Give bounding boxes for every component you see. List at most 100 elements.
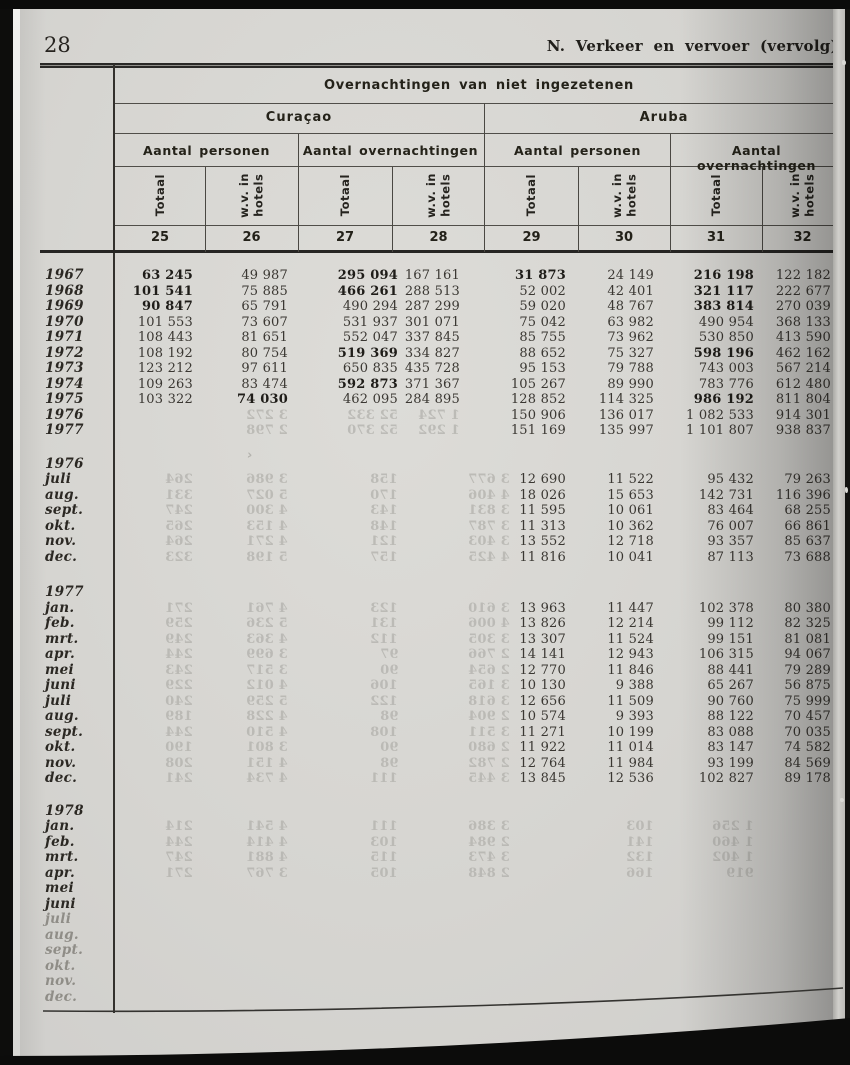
row-label: 1973 — [45, 360, 84, 376]
paper-background — [13, 9, 845, 1059]
table-cell — [400, 959, 462, 975]
bleedthrough-text: 3 610 — [468, 600, 510, 616]
row-label: 1967 — [45, 267, 84, 283]
table-cell: 244 — [115, 835, 195, 851]
table-cell: 4 406 18 026 — [462, 488, 568, 504]
cell-value: 371 367 — [404, 376, 460, 392]
table-title: Overnachtingen van niet ingezetenen — [324, 78, 634, 93]
table-cell — [656, 457, 756, 473]
cell-value: 56 875 — [784, 678, 831, 693]
table-cell: 103 — [568, 819, 656, 835]
cell-value: 75 042 — [519, 314, 566, 330]
row-label: nov. — [45, 754, 77, 771]
table-cell: 89 178 — [756, 771, 833, 787]
table-cell: 81 651 — [195, 330, 290, 346]
cell-value: 288 513 — [404, 283, 460, 299]
table-cell: 81 081 — [756, 632, 833, 648]
table-cell — [756, 835, 833, 851]
table-cell: 101 553 — [115, 315, 195, 331]
cell-value: 11 984 — [607, 755, 654, 771]
table-cell: 75 327 — [568, 346, 656, 362]
table-cell: 98 — [290, 709, 400, 725]
table-cell: 10 061 — [568, 503, 656, 519]
table-cell: 42 401 — [568, 284, 656, 300]
cell-value: 88 441 — [707, 662, 754, 678]
row-label: 1972 — [45, 344, 84, 361]
table-cell: 3 305 13 307 — [462, 632, 568, 648]
row-label: juni — [45, 677, 76, 693]
bleedthrough-text: 271 — [165, 600, 193, 616]
table-cell: 4 425 11 816 — [462, 550, 568, 566]
cell-value: 73 688 — [784, 549, 831, 565]
row-label: 1975 — [45, 391, 84, 407]
table-cell: 24 149 — [568, 268, 656, 284]
table-row: aug. 189 4 228 98 2 904 10 574 9 393 88 122 70 4… — [40, 708, 833, 725]
table-cell: 4 414 — [195, 835, 290, 851]
bleedthrough-text: 1 460 — [712, 834, 754, 850]
column-number: 27 — [335, 230, 355, 245]
bleedthrough-text: 143 — [370, 503, 398, 518]
table-row: nov. — [40, 973, 833, 990]
rotated-column-label-text: Totaal — [337, 173, 352, 217]
table-cell — [400, 928, 462, 944]
cell-value: 80 380 — [784, 600, 831, 616]
bleedthrough-text: 112 — [370, 631, 398, 647]
table-cell: 3 986 — [195, 472, 290, 488]
table-cell: 48 767 — [568, 299, 656, 315]
cell-value: 116 396 — [775, 487, 831, 503]
table-cell: 2 766 14 141 — [462, 647, 568, 663]
row-label: dec. — [45, 988, 78, 1005]
bleedthrough-text: 4 228 — [246, 709, 288, 724]
table-cell: 1 256 — [656, 819, 756, 835]
table-cell: 2 904 10 574 — [462, 709, 568, 725]
row-label: feb. — [45, 615, 75, 631]
column-number: 26 — [242, 230, 261, 245]
bleedthrough-text: 2 904 — [468, 709, 510, 724]
rotated-column-label: w.v. in hotels — [205, 168, 298, 222]
bleedthrough-text: 157 — [370, 549, 398, 565]
table-cell: 271 — [115, 601, 195, 617]
cell-value: 114 325 — [598, 392, 654, 407]
table-cell — [656, 897, 756, 913]
table-cell: 5 259 — [195, 694, 290, 710]
cell-value: 79 788 — [607, 361, 654, 376]
bleedthrough-text: 3 699 — [246, 647, 288, 662]
row-label: jan. — [45, 599, 75, 616]
table-cell: 321 117 — [656, 284, 756, 300]
cell-value: 24 149 — [607, 268, 654, 283]
table-cell: 249 — [115, 632, 195, 648]
cell-value: 99 112 — [707, 616, 754, 631]
table-cell: 592 873 — [290, 377, 400, 393]
table-cell: 115 — [290, 850, 400, 866]
cell-value: 31 873 — [515, 268, 566, 283]
table-cell: 1 082 533 — [656, 408, 756, 424]
table-cell: 295 094 — [290, 268, 400, 284]
table-cell: 135 997 — [568, 423, 656, 439]
cell-value: 84 569 — [784, 755, 831, 771]
table-cell: 132 — [568, 850, 656, 866]
cell-value: 135 997 — [598, 423, 654, 438]
row-label: 1970 — [45, 313, 84, 330]
cell-value: 95 432 — [707, 472, 754, 487]
row-label: dec. — [45, 770, 78, 786]
rotated-column-label: w.v. in hotels — [392, 168, 485, 222]
table-cell: 3 445 13 845 — [462, 771, 568, 787]
bleedthrough-text: 3 473 — [468, 850, 510, 865]
scan-speck — [845, 487, 848, 493]
row-label: juli — [45, 471, 72, 487]
sub-divider — [670, 134, 671, 252]
table-cell — [656, 881, 756, 897]
table-cell — [462, 804, 568, 820]
table-cell: 3 511 11 271 — [462, 725, 568, 741]
table-cell: 116 396 — [756, 488, 833, 504]
table-cell: 90 760 — [656, 694, 756, 710]
table-cell: 11 846 — [568, 663, 656, 679]
row-label: dec. — [45, 548, 78, 565]
cell-value: 10 061 — [607, 503, 654, 518]
table-cell: 141 — [568, 835, 656, 851]
column-number: 30 — [614, 230, 634, 245]
table-cell: 158 — [290, 472, 400, 488]
cell-value: 65 267 — [707, 678, 754, 693]
table-cell: 87 113 — [656, 550, 756, 566]
